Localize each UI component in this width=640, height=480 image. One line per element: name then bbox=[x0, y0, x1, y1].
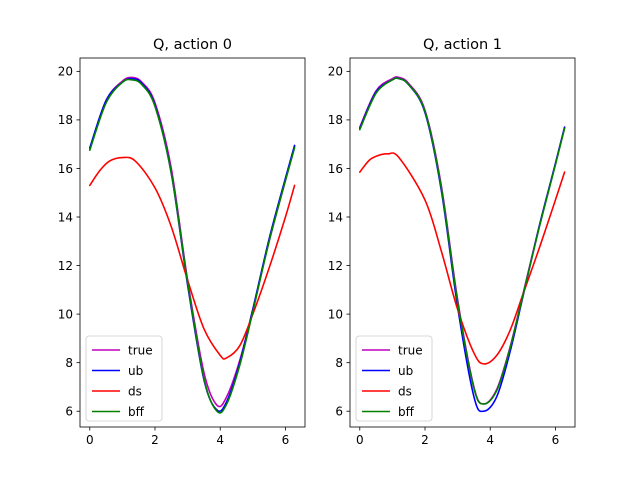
x-tick-label: 6 bbox=[282, 433, 290, 447]
legend-label: bff bbox=[128, 405, 145, 419]
x-tick-label: 4 bbox=[216, 433, 224, 447]
chart-title: Q, action 1 bbox=[423, 37, 502, 53]
chart-panel-1: Q, action 1 0 2 4 6 6 8 10 12 14 16 18 20 true ub ds bff bbox=[328, 37, 576, 447]
x-tick-label: 6 bbox=[552, 433, 560, 447]
legend-label: ub bbox=[128, 364, 143, 378]
y-tick-label: 6 bbox=[65, 405, 73, 419]
legend-label: true bbox=[398, 343, 423, 357]
series-line-bff bbox=[88, 78, 296, 414]
chart-panel-0: Q, action 0 0 2 4 6 6 8 10 12 14 16 18 20 true ub ds bff bbox=[58, 37, 306, 447]
legend-label: ds bbox=[128, 384, 142, 398]
y-tick-label: 8 bbox=[65, 356, 73, 370]
series-line-ds bbox=[358, 152, 566, 365]
y-tick-label: 8 bbox=[335, 356, 343, 370]
axes-frame bbox=[79, 57, 306, 428]
y-tick-label: 14 bbox=[328, 210, 343, 224]
y-tick-label: 6 bbox=[335, 405, 343, 419]
y-tick-label: 18 bbox=[328, 113, 343, 127]
y-tick-label: 16 bbox=[328, 162, 343, 176]
y-tick-label: 12 bbox=[328, 259, 343, 273]
series-group bbox=[358, 76, 566, 413]
y-tick-label: 20 bbox=[58, 65, 73, 79]
legend-box bbox=[355, 335, 433, 422]
chart-title: Q, action 0 bbox=[153, 37, 232, 53]
legend: true ub ds bff bbox=[355, 335, 433, 422]
y-tick-label: 16 bbox=[58, 162, 73, 176]
series-line-ds bbox=[88, 156, 296, 360]
y-tick-label: 14 bbox=[58, 210, 73, 224]
axes-frame bbox=[349, 57, 576, 428]
x-tick-label: 0 bbox=[356, 433, 364, 447]
legend-label: true bbox=[128, 343, 153, 357]
series-group bbox=[88, 76, 296, 414]
legend-label: ub bbox=[398, 364, 413, 378]
x-tick-label: 4 bbox=[486, 433, 494, 447]
y-tick-label: 10 bbox=[58, 307, 73, 321]
legend-label: bff bbox=[398, 405, 415, 419]
legend-label: ds bbox=[398, 384, 412, 398]
y-tick-label: 18 bbox=[58, 113, 73, 127]
y-tick-label: 10 bbox=[328, 307, 343, 321]
legend-box bbox=[85, 335, 163, 422]
y-tick-label: 20 bbox=[328, 65, 343, 79]
series-line-bff bbox=[358, 77, 566, 405]
x-tick-label: 0 bbox=[86, 433, 94, 447]
x-tick-label: 2 bbox=[151, 433, 159, 447]
x-tick-label: 2 bbox=[421, 433, 429, 447]
legend: true ub ds bff bbox=[85, 335, 163, 422]
y-tick-label: 12 bbox=[58, 259, 73, 273]
